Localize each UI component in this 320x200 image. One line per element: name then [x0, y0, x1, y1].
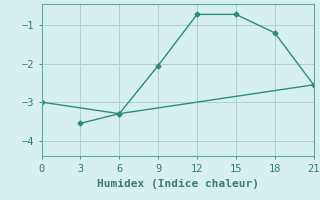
X-axis label: Humidex (Indice chaleur): Humidex (Indice chaleur): [97, 179, 259, 189]
